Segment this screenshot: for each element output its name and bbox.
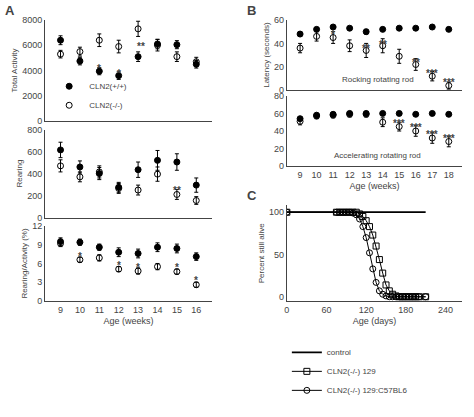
svg-text:0: 0 [279, 85, 284, 95]
svg-text:**: ** [379, 39, 387, 50]
svg-text:4000: 4000 [22, 66, 42, 76]
svg-text:***: *** [443, 133, 455, 144]
svg-text:Rearing: Rearing [15, 160, 24, 188]
svg-text:0: 0 [37, 213, 42, 223]
svg-text:B: B [247, 3, 256, 18]
svg-text:12: 12 [114, 305, 124, 315]
svg-text:0: 0 [37, 296, 42, 306]
svg-text:0: 0 [279, 161, 284, 171]
svg-text:15: 15 [172, 305, 182, 315]
svg-text:*: * [78, 251, 82, 262]
svg-text:180: 180 [398, 305, 413, 315]
svg-text:80: 80 [274, 91, 284, 101]
svg-text:*: * [136, 262, 140, 273]
svg-text:50: 50 [274, 250, 284, 260]
svg-text:20: 20 [274, 62, 284, 72]
svg-text:***: *** [426, 129, 438, 140]
svg-text:**: ** [412, 57, 420, 68]
svg-text:13: 13 [133, 305, 143, 315]
svg-text:Age (weeks): Age (weeks) [103, 316, 153, 326]
svg-text:60: 60 [274, 109, 284, 119]
svg-text:*: * [175, 262, 179, 273]
svg-text:16: 16 [191, 305, 201, 315]
svg-text:11: 11 [328, 170, 337, 180]
svg-text:**: ** [362, 43, 370, 54]
svg-text:***: *** [393, 118, 405, 129]
svg-text:*: * [97, 63, 101, 74]
svg-text:Age (days): Age (days) [353, 316, 397, 326]
svg-text:C: C [247, 188, 257, 203]
svg-text:12: 12 [345, 170, 355, 180]
svg-text:60: 60 [274, 15, 284, 25]
svg-text:**: ** [173, 185, 181, 196]
svg-text:100: 100 [269, 207, 284, 217]
svg-text:40: 40 [274, 126, 284, 136]
svg-text:*: * [331, 29, 335, 40]
svg-text:2000: 2000 [22, 91, 42, 101]
svg-text:Percent still alive: Percent still alive [257, 223, 266, 284]
svg-text:16: 16 [411, 170, 421, 180]
svg-text:*: * [117, 68, 121, 79]
svg-text:CLN2(-/-) 129:C57BL6: CLN2(-/-) 129:C57BL6 [327, 386, 408, 395]
svg-text:Rearing/Activity (%): Rearing/Activity (%) [20, 228, 29, 299]
svg-text:400: 400 [27, 169, 42, 179]
svg-text:Age (weeks): Age (weeks) [349, 181, 399, 191]
svg-text:14: 14 [152, 305, 162, 315]
svg-text:0: 0 [279, 292, 284, 302]
svg-text:17: 17 [427, 170, 437, 180]
svg-text:0: 0 [284, 305, 289, 315]
svg-text:60: 60 [322, 305, 332, 315]
svg-text:Total Activity: Total Activity [10, 49, 19, 93]
svg-text:40: 40 [274, 39, 284, 49]
svg-text:control: control [327, 348, 351, 357]
svg-text:12: 12 [32, 221, 42, 231]
svg-text:20: 20 [274, 144, 284, 154]
svg-text:A: A [5, 3, 15, 18]
svg-text:CLN2(+/+): CLN2(+/+) [89, 82, 127, 91]
svg-text:***: *** [443, 77, 455, 88]
svg-text:***: *** [410, 122, 422, 133]
svg-text:9: 9 [298, 170, 303, 180]
svg-text:CLN2(-/-): CLN2(-/-) [89, 101, 123, 110]
svg-text:15: 15 [394, 170, 404, 180]
svg-text:120: 120 [359, 305, 374, 315]
svg-text:10: 10 [312, 170, 322, 180]
svg-text:9: 9 [37, 240, 42, 250]
svg-text:**: ** [137, 41, 145, 52]
svg-text:***: *** [426, 68, 438, 79]
svg-text:*: * [194, 275, 198, 286]
svg-text:14: 14 [378, 170, 388, 180]
svg-text:8000: 8000 [22, 15, 42, 25]
svg-text:6000: 6000 [22, 40, 42, 50]
svg-text:11: 11 [95, 305, 104, 315]
svg-text:9: 9 [58, 305, 63, 315]
svg-text:Accelerating rotating rod: Accelerating rotating rod [334, 151, 421, 160]
svg-text:800: 800 [27, 125, 42, 135]
svg-text:Rocking rotating rod: Rocking rotating rod [342, 75, 414, 84]
svg-text:6: 6 [37, 259, 42, 269]
svg-text:10: 10 [75, 305, 85, 315]
svg-text:13: 13 [361, 170, 371, 180]
svg-text:0: 0 [37, 116, 42, 126]
svg-text:200: 200 [27, 191, 42, 201]
svg-text:18: 18 [444, 170, 454, 180]
svg-text:CLN2(-/-) 129: CLN2(-/-) 129 [327, 367, 376, 376]
svg-text:Latency (seconds): Latency (seconds) [262, 22, 271, 88]
svg-text:240: 240 [438, 305, 453, 315]
svg-text:3: 3 [37, 277, 42, 287]
svg-text:*: * [117, 260, 121, 271]
svg-text:600: 600 [27, 147, 42, 157]
